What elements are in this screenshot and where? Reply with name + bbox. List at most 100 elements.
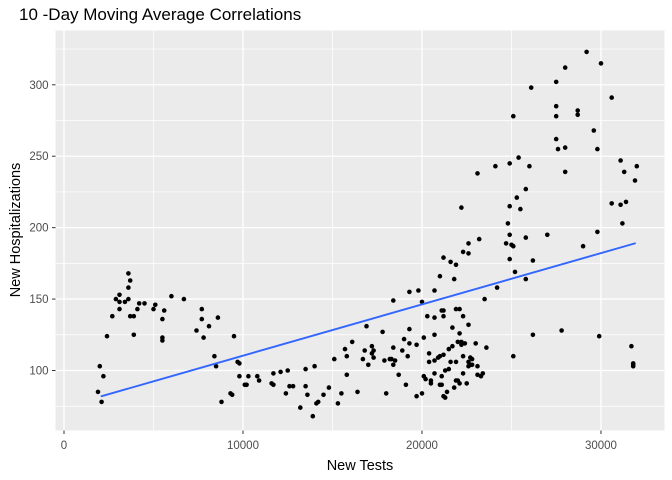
data-point [446,346,452,352]
data-point [199,306,205,312]
data-point [553,79,559,85]
data-point [609,201,614,206]
data-point [439,373,445,379]
data-point [419,299,425,305]
data-point [629,343,634,349]
data-point [428,381,434,386]
data-point [580,243,586,249]
data-point [160,316,165,322]
x-tick-label: 20000 [406,440,438,452]
data-point [618,158,623,163]
data-point [391,362,396,368]
x-tick-label: 0 [61,440,67,452]
data-point [342,346,348,352]
data-point [199,316,205,322]
data-point [396,372,402,378]
data-point [442,368,448,373]
data-point [545,232,550,238]
data-point [460,371,466,376]
data-point [482,296,487,302]
data-point [634,163,640,169]
data-point [511,113,516,119]
data-point [383,391,389,396]
data-point [231,333,237,339]
data-point [126,296,131,302]
data-point [401,336,407,342]
data-point [432,315,437,320]
data-point [511,353,516,359]
data-point [480,371,486,376]
data-point [523,276,529,282]
data-point [104,333,110,339]
data-point [201,335,206,340]
data-point [451,385,457,390]
data-point [507,161,512,166]
data-point [451,276,457,282]
data-point [237,373,242,379]
data-point [113,296,119,302]
data-point [553,103,559,109]
data-point [414,342,419,348]
data-point [194,328,199,333]
data-point [450,343,455,349]
data-point [305,392,310,398]
data-point [206,323,212,329]
data-point [310,413,316,419]
data-point [559,328,564,333]
data-point [315,399,321,405]
data-point [562,145,568,150]
data-point [287,383,292,389]
data-point [620,221,625,226]
data-point [117,292,122,298]
data-point [432,332,437,338]
data-point [514,195,520,200]
data-point [598,61,604,66]
data-point [285,368,291,373]
data-point [446,366,452,372]
data-point [122,299,128,305]
data-point [466,322,471,328]
data-point [462,341,468,346]
data-point [473,341,479,346]
data-point [453,359,459,365]
data-point [432,371,437,376]
data-point [127,313,133,319]
x-tick-label: 10000 [227,440,259,452]
data-point [507,256,512,262]
data-point [169,293,174,299]
data-point [595,229,600,235]
y-tick-label: 200 [29,223,48,235]
data-point [136,301,142,306]
data-point [469,356,475,362]
data-point [584,49,589,55]
data-point [235,359,240,365]
data-point [407,326,412,332]
data-point [448,259,453,265]
data-point [332,356,337,362]
panel-background [55,30,665,431]
data-point [460,313,466,319]
data-point [441,313,446,319]
data-point [632,178,638,183]
data-point [290,383,296,389]
data-point [509,242,514,248]
data-point [339,391,344,396]
data-point [423,376,428,382]
chart-title: 10 -Day Moving Average Correlations [19,5,302,24]
data-point [97,363,103,369]
data-point [621,169,627,175]
y-axis-ticks: 100 150 200 250 300 [29,80,56,378]
data-point [453,306,459,312]
data-point [530,258,536,263]
data-point [426,351,432,356]
data-point [126,285,131,290]
data-point [405,353,411,359]
data-point [95,389,101,395]
data-point [416,288,421,293]
data-point [298,405,303,410]
data-point [321,392,326,398]
data-point [391,345,396,350]
data-point [503,241,509,246]
data-point [553,113,559,119]
